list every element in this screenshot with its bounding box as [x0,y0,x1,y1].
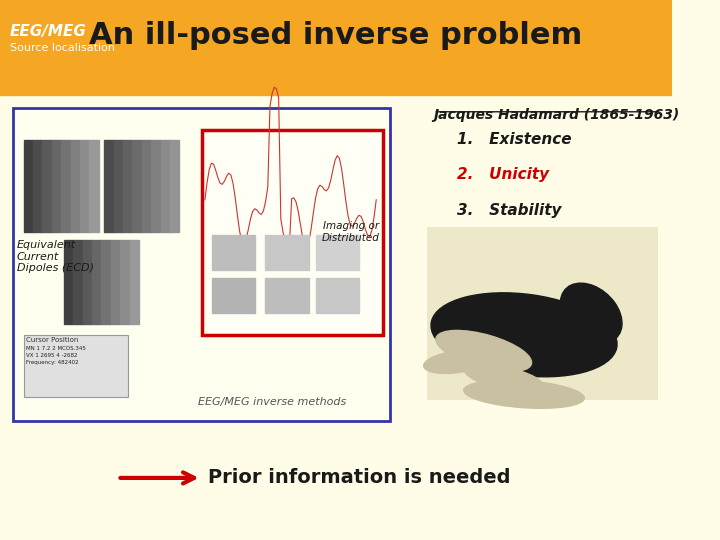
Bar [102,240,111,324]
Bar [316,278,359,313]
Text: Imaging or
Distributed: Imaging or Distributed [322,221,379,243]
Bar [52,140,61,232]
Bar [80,140,89,232]
Bar [42,140,52,232]
Bar [427,227,658,400]
Text: An ill-posed inverse problem: An ill-posed inverse problem [89,21,582,50]
Bar [120,240,130,324]
Bar [123,140,132,232]
Bar [142,140,151,232]
Bar [202,130,383,335]
Bar [73,240,83,324]
Bar [61,140,71,232]
Text: Source localisation: Source localisation [10,43,115,53]
Bar [64,240,73,324]
Bar [24,140,33,232]
Bar [104,140,114,232]
Bar [24,335,127,397]
Bar [92,240,102,324]
Bar [212,235,256,270]
Ellipse shape [423,350,490,374]
Text: VX 1 2695 4 -2682: VX 1 2695 4 -2682 [25,353,77,357]
Ellipse shape [465,364,543,391]
Bar [111,240,120,324]
Text: MN 1 7.2 2 MCOS.345: MN 1 7.2 2 MCOS.345 [25,346,86,350]
Bar [83,240,92,324]
Text: Equivalent
Current
Dipoles (ECD): Equivalent Current Dipoles (ECD) [17,240,94,273]
Bar [6,14,135,92]
Bar [71,140,80,232]
Text: Frequency: 482402: Frequency: 482402 [25,360,78,365]
Ellipse shape [431,293,617,377]
Ellipse shape [560,283,622,343]
Bar [151,140,161,232]
Text: EEG/MEG: EEG/MEG [10,24,87,39]
Text: Jacques Hadamard (1865-1963): Jacques Hadamard (1865-1963) [433,108,680,122]
Bar [114,140,123,232]
Bar [14,108,390,421]
Bar [0,0,672,94]
Bar [316,235,359,270]
Bar [212,278,256,313]
Bar [33,140,42,232]
Bar [266,235,309,270]
Bar [130,240,139,324]
Text: Prior information is needed: Prior information is needed [208,468,510,488]
Bar [89,140,99,232]
Ellipse shape [464,380,585,408]
Bar [170,140,179,232]
Text: EEG/MEG inverse methods: EEG/MEG inverse methods [198,397,346,407]
Ellipse shape [436,330,531,372]
Text: 1.   Existence: 1. Existence [457,132,572,147]
Text: Cursor Position: Cursor Position [25,337,78,343]
Text: 2.   Unicity: 2. Unicity [457,167,549,183]
Text: 3.   Stability: 3. Stability [457,202,562,218]
Bar [266,278,309,313]
Bar [132,140,142,232]
Bar [161,140,170,232]
